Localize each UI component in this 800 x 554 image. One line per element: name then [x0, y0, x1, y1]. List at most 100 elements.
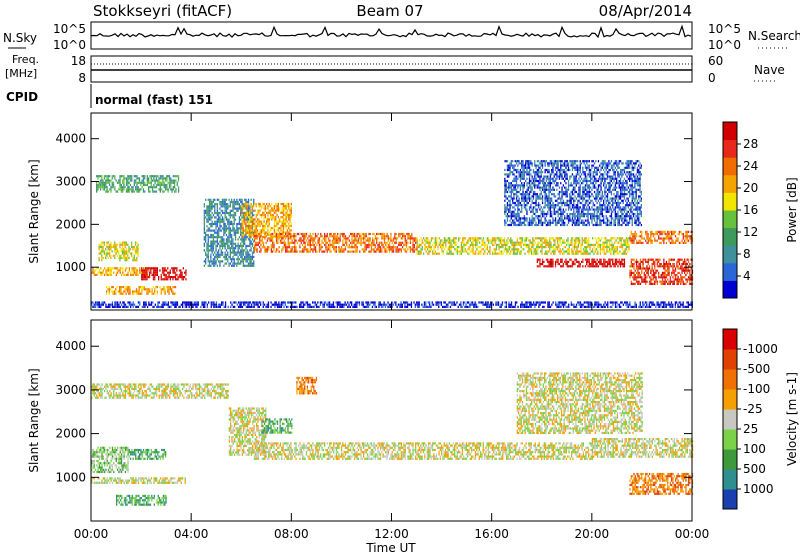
data-cell [547, 164, 549, 167]
data-cell [107, 248, 109, 251]
data-cell [558, 263, 561, 266]
data-cell [281, 239, 283, 242]
data-cell [535, 171, 537, 174]
data-cell [623, 260, 626, 263]
data-cell [253, 229, 255, 232]
data-cell [541, 221, 544, 224]
data-cell [118, 252, 120, 255]
data-cell [224, 214, 226, 217]
data-cell [521, 204, 523, 207]
data-cell [120, 248, 122, 251]
data-cell [205, 260, 207, 263]
data-cell [530, 243, 533, 246]
data-cell [428, 239, 430, 242]
data-cell [125, 181, 128, 184]
data-cell [114, 241, 116, 244]
data-cell [548, 208, 550, 211]
data-cell [233, 231, 235, 234]
data-cell [123, 256, 125, 260]
data-cell [232, 205, 234, 208]
data-cell [605, 237, 607, 240]
data-cell [664, 230, 666, 233]
data-cell [445, 237, 447, 240]
data-cell [505, 206, 507, 209]
data-cell [207, 236, 209, 239]
data-cell [237, 222, 239, 226]
data-cell [656, 269, 658, 272]
data-cell [114, 267, 116, 270]
data-cell [294, 246, 296, 249]
data-cell [368, 239, 370, 242]
data-cell [538, 184, 540, 187]
data-cell [527, 197, 529, 200]
data-cell [143, 273, 145, 276]
data-cell [541, 215, 544, 218]
data-cell [408, 246, 410, 249]
data-cell [495, 246, 498, 249]
data-cell [171, 276, 173, 279]
data-cell [405, 241, 408, 244]
data-cell [565, 263, 567, 266]
data-cell [668, 269, 670, 272]
data-cell [280, 229, 282, 232]
data-cell [398, 232, 400, 236]
data-cell [616, 237, 618, 240]
data-cell [330, 232, 332, 236]
data-cell [208, 249, 211, 252]
data-cell [240, 253, 242, 256]
data-cell [524, 241, 526, 244]
data-cell [552, 265, 554, 268]
data-cell [513, 186, 515, 189]
data-cell [379, 246, 382, 249]
data-cell [171, 290, 173, 293]
data-cell [259, 250, 261, 253]
data-cell [428, 241, 430, 244]
data-cell [446, 252, 448, 255]
data-cell [663, 267, 665, 270]
data-cell [211, 229, 213, 232]
nave-bottom-tick: 0 [708, 71, 716, 85]
data-cell [386, 241, 388, 244]
data-cell [668, 260, 670, 263]
data-cell [155, 286, 157, 289]
data-cell [247, 198, 250, 201]
data-cell [538, 182, 540, 185]
data-cell [136, 271, 138, 274]
data-cell [672, 258, 674, 261]
data-cell [543, 241, 546, 244]
data-cell [169, 278, 171, 281]
data-cell [528, 164, 531, 167]
data-cell [624, 250, 626, 253]
data-cell [690, 241, 692, 244]
data-cell [645, 267, 647, 270]
data-cell [512, 179, 514, 183]
data-cell [125, 286, 127, 289]
data-cell [246, 260, 248, 263]
data-cell [307, 241, 309, 244]
data-cell [416, 243, 418, 246]
data-cell [231, 251, 233, 254]
data-cell [537, 241, 539, 244]
data-cell [148, 188, 150, 191]
data-cell [203, 216, 205, 219]
data-cell [111, 250, 113, 253]
data-cell [382, 232, 384, 236]
data-cell [102, 186, 104, 189]
data-cell [641, 237, 643, 240]
data-cell [584, 239, 586, 242]
data-cell [566, 239, 568, 242]
data-cell [212, 198, 215, 201]
data-cell [454, 241, 456, 244]
data-cell [611, 243, 613, 246]
data-cell [203, 218, 205, 221]
data-cell [417, 243, 420, 246]
data-cell [241, 222, 243, 225]
data-cell [242, 205, 244, 208]
data-cell [434, 237, 436, 240]
data-cell [678, 271, 681, 274]
data-cell [174, 179, 176, 182]
data-cell [141, 273, 143, 276]
data-cell [141, 181, 143, 184]
data-cell [404, 235, 406, 238]
data-cell [556, 258, 558, 261]
